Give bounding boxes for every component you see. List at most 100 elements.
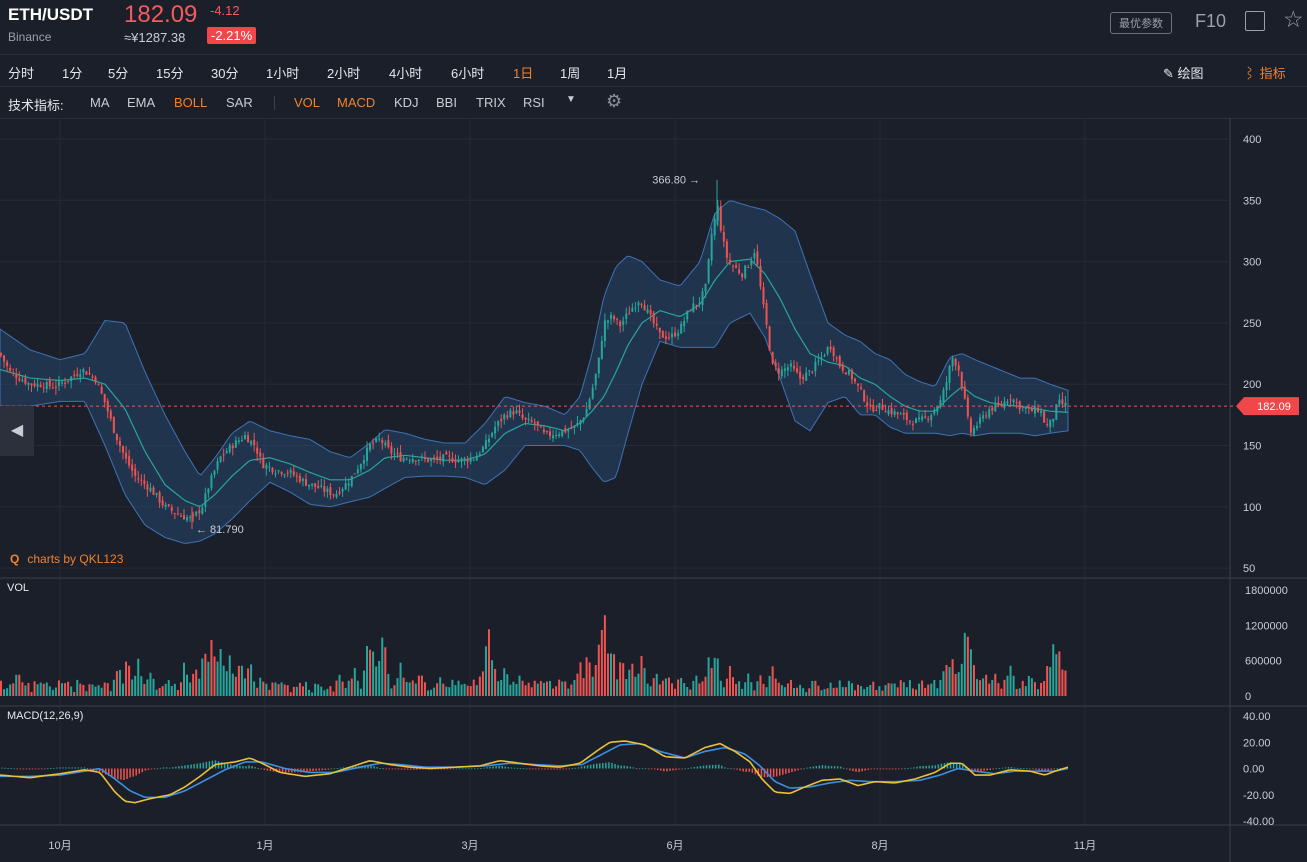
chart-canvas[interactable]: 366.80 → ← 81.790 182.09 400 350 300 250 200 150…: [0, 118, 1307, 862]
macd-histogram-bar: [184, 765, 186, 769]
macd-histogram-bar: [721, 765, 723, 769]
volume-bar: [234, 676, 237, 696]
timeframe-tab-active[interactable]: 1日: [513, 66, 534, 81]
scroll-left-button[interactable]: ◀: [0, 406, 34, 456]
macd-histogram-bar: [111, 768, 113, 778]
volume-bar: [939, 679, 942, 696]
candle-body: [430, 459, 433, 461]
candle-body: [192, 514, 195, 516]
volume-bar: [616, 679, 619, 696]
draw-tool-button[interactable]: ✎ 绘图: [1163, 63, 1204, 82]
f10-button[interactable]: F10: [1195, 11, 1227, 31]
candle-body: [286, 472, 289, 474]
chevron-down-icon[interactable]: ▼: [566, 94, 576, 105]
candle-body: [378, 438, 381, 440]
candle-body: [225, 451, 228, 454]
timeframe-tab[interactable]: 30分: [211, 66, 239, 81]
timeframe-tab[interactable]: 1周: [560, 66, 581, 81]
timeframe-tab[interactable]: 2小时: [327, 66, 361, 81]
macd-histogram-bar: [699, 766, 702, 769]
candle-body: [179, 515, 182, 517]
volume-bar: [384, 647, 387, 696]
macd-histogram-bar: [68, 767, 70, 769]
timeframe-tab[interactable]: 15分: [156, 66, 184, 81]
macd-histogram-bar: [226, 763, 229, 769]
macd-histogram-bar: [821, 765, 824, 769]
candle-body: [164, 504, 167, 507]
candle-body: [134, 468, 137, 476]
volume-bar: [420, 675, 423, 696]
indicator-trix[interactable]: TRIX: [476, 95, 506, 110]
volume-bar: [30, 691, 33, 696]
candle-body: [271, 467, 274, 473]
indicator-tool-button[interactable]: ⌇ 指标: [1243, 63, 1286, 82]
timeframe-tab[interactable]: 分时: [8, 66, 35, 81]
indicator-vol[interactable]: VOL: [294, 95, 321, 110]
candle-body: [21, 380, 24, 382]
candle-body: [73, 374, 76, 376]
candle-body: [88, 373, 91, 375]
macd-histogram-bar: [190, 764, 192, 769]
macd-histogram-bar: [336, 768, 339, 769]
timeframe-tab[interactable]: 5分: [108, 66, 129, 81]
volume-bar: [222, 665, 225, 696]
timeframe-tab[interactable]: 1小时: [266, 66, 300, 81]
timeframe-tab[interactable]: 4小时: [389, 66, 423, 81]
candle-body: [768, 326, 771, 351]
indicator-sar[interactable]: SAR: [226, 95, 253, 110]
volume-bar: [3, 689, 6, 696]
volume-bar: [1027, 675, 1030, 696]
macd-histogram-bar: [769, 768, 772, 778]
volume-bar: [646, 683, 649, 696]
volume-bar: [256, 687, 259, 696]
timeframe-tab[interactable]: 1月: [607, 66, 628, 81]
macd-histogram-bar: [266, 768, 269, 771]
volume-bar: [320, 686, 323, 696]
macd-histogram-bar: [830, 766, 833, 769]
indicator-boll[interactable]: BOLL: [174, 95, 208, 110]
macd-histogram-bar: [907, 768, 909, 769]
candle-body: [982, 415, 985, 419]
volume-bar: [674, 688, 677, 696]
volume-bar: [494, 668, 497, 696]
timeframe-tab[interactable]: 1分: [62, 66, 83, 81]
volume-bar: [1049, 667, 1052, 696]
candle-body: [588, 399, 591, 409]
expand-icon[interactable]: [1245, 11, 1265, 31]
macd-histogram-bar: [894, 768, 897, 770]
optimize-params-button[interactable]: 最优参数: [1110, 12, 1172, 34]
gear-icon[interactable]: ⚙: [606, 91, 623, 111]
candle-body: [884, 411, 887, 413]
indicator-kdj[interactable]: KDJ: [394, 95, 419, 110]
candle-body: [91, 376, 94, 378]
macd-histogram-bar: [623, 765, 625, 769]
macd-histogram-bar: [263, 768, 266, 770]
candle-body: [335, 493, 338, 498]
timeframe-tab[interactable]: 6小时: [451, 66, 485, 81]
candle-body: [161, 500, 164, 506]
indicator-ema[interactable]: EMA: [127, 95, 156, 110]
volume-bar: [85, 691, 88, 696]
macd-histogram-bar: [797, 768, 799, 771]
candle-body: [643, 305, 646, 311]
candle-body: [695, 304, 698, 306]
volume-bar: [408, 682, 411, 696]
macd-histogram-bar: [135, 768, 137, 776]
candle-body: [237, 440, 240, 442]
candle-body: [866, 402, 869, 406]
macd-histogram-bar: [1001, 767, 1004, 769]
macd-histogram-bar: [718, 764, 720, 769]
indicator-macd[interactable]: MACD: [337, 95, 376, 110]
macd-histogram-bar: [815, 765, 818, 769]
indicator-ma[interactable]: MA: [90, 95, 110, 110]
macd-histogram-bar: [43, 768, 46, 770]
candle-body: [606, 320, 609, 323]
candle-body: [341, 488, 344, 492]
volume-bar: [140, 676, 143, 696]
volume-bar: [466, 685, 469, 696]
indicator-rsi[interactable]: RSI: [523, 95, 545, 110]
volume-bar: [27, 682, 30, 696]
volume-bar: [469, 686, 472, 696]
indicator-bbi[interactable]: BBI: [436, 95, 457, 110]
star-icon[interactable]: ☆: [1283, 6, 1304, 32]
